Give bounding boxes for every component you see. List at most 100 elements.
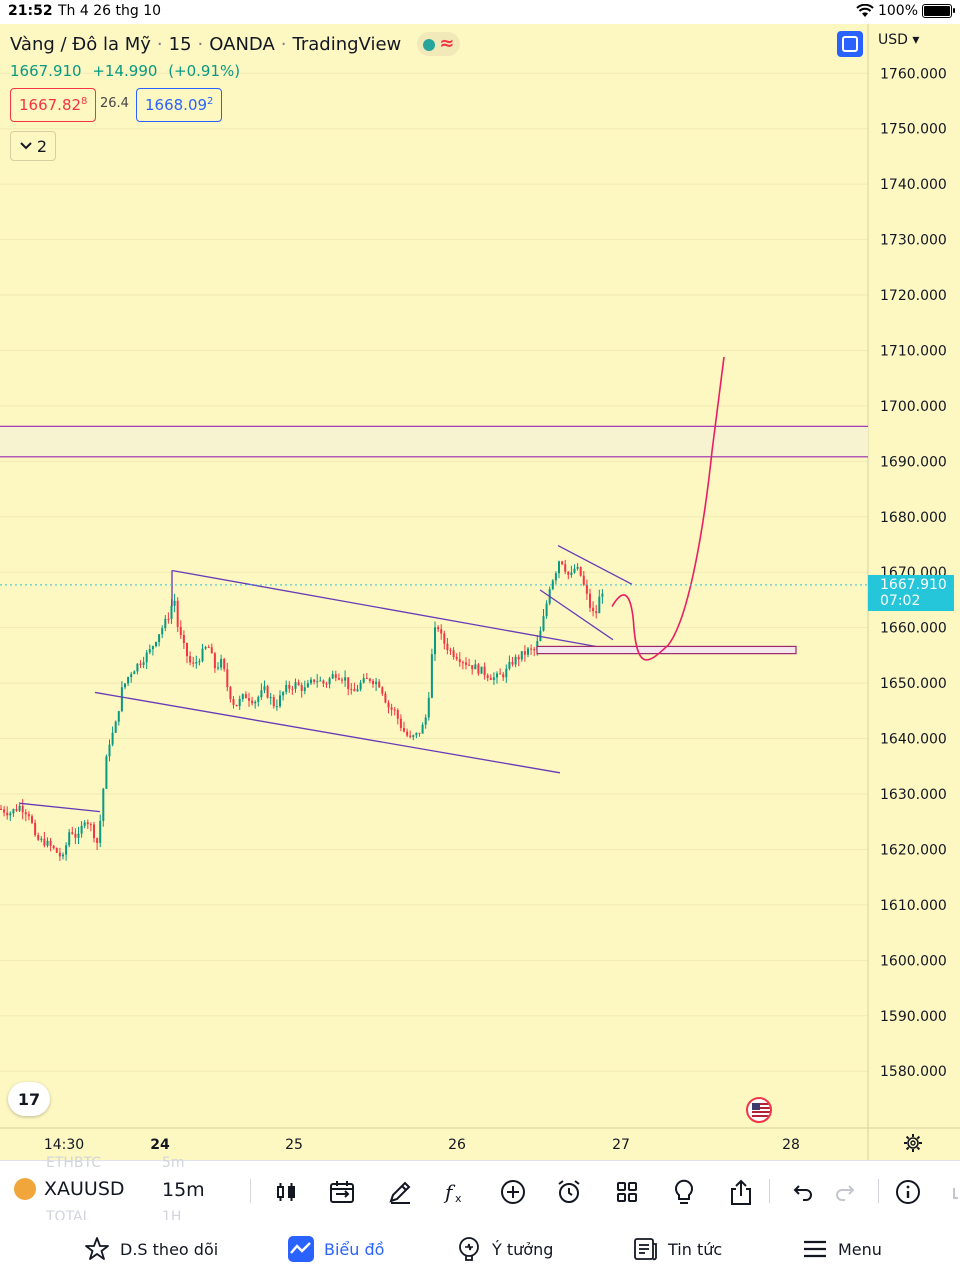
x-tick-label: 24 — [150, 1137, 170, 1153]
layouts-button[interactable] — [613, 1178, 641, 1206]
compare-button[interactable] — [328, 1178, 356, 1206]
candle-down — [207, 647, 210, 649]
candle-down — [561, 561, 564, 565]
interval-selector[interactable]: 15m — [162, 1179, 205, 1201]
undo-button[interactable] — [788, 1178, 816, 1206]
candle-down — [229, 687, 232, 700]
candle-up — [285, 684, 288, 693]
y-tick-label: 1740.000 — [880, 177, 947, 193]
add-button[interactable] — [499, 1178, 527, 1206]
candle-down — [486, 675, 489, 678]
drawing-tools-button[interactable] — [386, 1178, 414, 1206]
candle-down — [353, 689, 356, 692]
candle-down — [223, 659, 226, 670]
plus-circle-icon — [501, 1180, 525, 1204]
candle-up — [375, 681, 378, 685]
market-status-badges[interactable]: ≈ — [417, 32, 461, 56]
candle-up — [148, 649, 151, 653]
tab-label: Menu — [838, 1239, 882, 1259]
candle-down — [297, 682, 300, 686]
projection-curve — [611, 356, 725, 661]
candle-down — [567, 571, 570, 575]
candle-up — [554, 573, 557, 581]
y-tick-label: 1650.000 — [880, 676, 947, 692]
tab-watchlist[interactable]: D.S theo dõi — [84, 1236, 218, 1262]
info-button[interactable] — [894, 1178, 922, 1206]
candle-up — [282, 692, 285, 696]
info-icon — [896, 1180, 920, 1204]
candle-down — [15, 809, 18, 811]
candle-up — [145, 652, 148, 663]
redo-button[interactable] — [832, 1178, 860, 1206]
toolbar-divider — [769, 1179, 770, 1203]
tab-news[interactable]: Tin tức — [632, 1236, 722, 1262]
battery-icon — [922, 4, 955, 18]
candle-down — [452, 650, 455, 657]
legend-change-abs: +14.990 — [92, 62, 158, 80]
tab-label: Biểu đồ — [324, 1239, 385, 1259]
candle-down — [179, 626, 182, 636]
candle-down — [291, 688, 294, 690]
y-tick-label: 1750.000 — [880, 122, 947, 138]
candle-up — [198, 661, 201, 663]
candle-up — [133, 671, 136, 675]
resistance-zone — [0, 426, 868, 457]
candle-down — [499, 673, 502, 675]
gear-icon[interactable] — [903, 1133, 923, 1153]
y-tick-label: 1700.000 — [880, 399, 947, 415]
candle-down — [443, 633, 446, 644]
tab-label: Ý tưởng — [492, 1239, 554, 1259]
indicators-toggle[interactable]: 2 — [10, 131, 56, 161]
candle-up — [65, 845, 68, 855]
tradingview-logo[interactable]: 17 — [8, 1082, 50, 1116]
more-tools-button[interactable] — [944, 1178, 958, 1206]
status-date: Th 4 26 thg 10 — [58, 3, 162, 19]
currency-selector[interactable]: USD ▾ — [878, 32, 920, 48]
candle-up — [558, 561, 560, 574]
tab-chart[interactable]: Biểu đồ — [288, 1236, 384, 1262]
candle-down — [437, 627, 440, 630]
us-flag-event-icon[interactable] — [746, 1097, 772, 1123]
alert-button[interactable] — [555, 1178, 583, 1206]
symbol-selector[interactable]: XAUUSD — [14, 1178, 125, 1200]
price-chart[interactable]: 1760.000 1750.000 1740.000 1730.000 1720.000… — [0, 24, 960, 1160]
candle-up — [151, 646, 154, 650]
tab-menu[interactable]: Menu — [802, 1236, 882, 1262]
y-tick-label: 1620.000 — [880, 842, 947, 858]
y-tick-label: 1680.000 — [880, 510, 947, 526]
flag-top-line — [557, 544, 633, 585]
candle-up — [412, 735, 415, 737]
tab-ideas[interactable]: Ý tưởng — [456, 1236, 553, 1262]
candle-up — [170, 605, 173, 619]
toolbar-divider — [878, 1179, 879, 1203]
candle-down — [93, 824, 95, 839]
x-tick-label: 27 — [612, 1137, 630, 1153]
buy-button[interactable]: 1668.092 — [136, 88, 223, 122]
layout-button[interactable] — [837, 31, 863, 57]
chart-type-button[interactable] — [272, 1178, 300, 1206]
candle-up — [254, 701, 257, 704]
candle-down — [393, 709, 396, 711]
chart-area[interactable]: 1760.000 1750.000 1740.000 1730.000 1720.000… — [0, 24, 960, 1160]
candle-up — [492, 677, 495, 680]
battery-percent: 100% — [877, 3, 918, 19]
y-tick-label: 1690.000 — [880, 454, 947, 470]
candle-down — [192, 662, 195, 664]
candle-up — [508, 661, 511, 669]
candle-up — [415, 732, 418, 736]
sell-button[interactable]: 1667.828 — [10, 88, 97, 122]
y-tick-label: 1580.000 — [880, 1064, 947, 1080]
candle-down — [418, 732, 421, 734]
candle-down — [406, 731, 409, 736]
ideas-button[interactable] — [670, 1178, 698, 1206]
y-tick-label: 1630.000 — [880, 787, 947, 803]
candle-down — [313, 679, 316, 682]
candle-down — [325, 683, 328, 685]
candle-down — [489, 677, 492, 680]
candle-down — [378, 681, 381, 688]
candle-down — [582, 575, 585, 585]
share-button[interactable] — [727, 1178, 755, 1206]
candle-up — [573, 568, 576, 573]
candle-down — [337, 677, 340, 680]
